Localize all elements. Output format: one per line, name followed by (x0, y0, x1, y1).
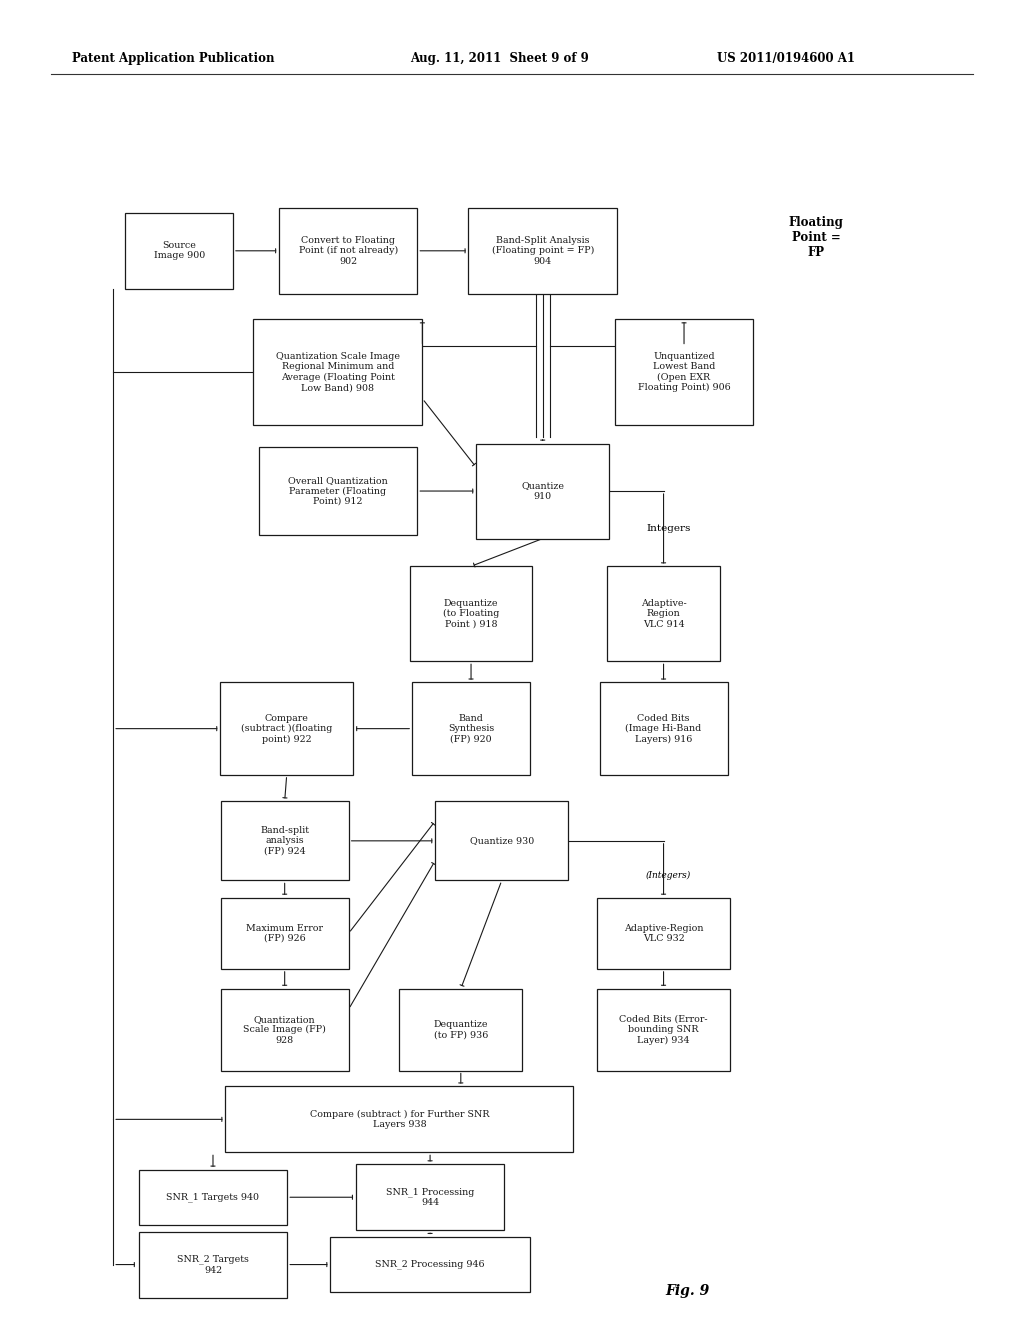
Bar (597, 898, 730, 969)
Text: Quantize
910: Quantize 910 (521, 482, 564, 500)
Text: Quantization Scale Image
Regional Minimum and
Average (Floating Point
Low Band) : Quantization Scale Image Regional Minimu… (275, 352, 400, 392)
Bar (221, 898, 348, 969)
Text: Overall Quantization
Parameter (Floating
Point) 912: Overall Quantization Parameter (Floating… (288, 477, 388, 506)
Bar (221, 989, 348, 1071)
Text: Integers: Integers (646, 524, 691, 533)
Text: Source
Image 900: Source Image 900 (154, 242, 205, 260)
Text: SNR_2 Targets
942: SNR_2 Targets 942 (177, 1254, 249, 1275)
Text: SNR_1 Targets 940: SNR_1 Targets 940 (167, 1192, 259, 1203)
Text: Fig. 9: Fig. 9 (666, 1284, 710, 1298)
Text: SNR_2 Processing 946: SNR_2 Processing 946 (375, 1259, 485, 1270)
Bar (412, 682, 530, 775)
Bar (221, 801, 348, 880)
Bar (399, 989, 522, 1071)
Text: Coded Bits (Error-
bounding SNR
Layer) 934: Coded Bits (Error- bounding SNR Layer) 9… (620, 1015, 708, 1044)
Bar (607, 566, 720, 661)
Text: Patent Application Publication: Patent Application Publication (72, 51, 274, 65)
Text: Compare (subtract ) for Further SNR
Layers 938: Compare (subtract ) for Further SNR Laye… (309, 1110, 489, 1129)
Bar (220, 682, 353, 775)
Bar (139, 1170, 287, 1225)
Bar (614, 319, 754, 425)
Bar (330, 1237, 530, 1292)
Text: Adaptive-
Region
VLC 914: Adaptive- Region VLC 914 (641, 599, 686, 628)
Bar (600, 682, 727, 775)
Bar (125, 213, 232, 289)
Text: Dequantize
(to FP) 936: Dequantize (to FP) 936 (433, 1020, 488, 1039)
Text: Quantization
Scale Image (FP)
928: Quantization Scale Image (FP) 928 (244, 1015, 326, 1044)
Text: Band-Split Analysis
(Floating point = FP)
904: Band-Split Analysis (Floating point = FP… (492, 236, 594, 265)
Bar (258, 447, 418, 535)
Text: Band
Synthesis
(FP) 920: Band Synthesis (FP) 920 (447, 714, 495, 743)
Text: Aug. 11, 2011  Sheet 9 of 9: Aug. 11, 2011 Sheet 9 of 9 (410, 51, 589, 65)
Text: Adaptive-Region
VLC 932: Adaptive-Region VLC 932 (624, 924, 703, 942)
Text: Dequantize
(to Floating
Point ) 918: Dequantize (to Floating Point ) 918 (442, 599, 500, 628)
Bar (279, 207, 418, 293)
Bar (410, 566, 532, 661)
Bar (225, 1086, 573, 1152)
Bar (469, 207, 616, 293)
Bar (597, 989, 730, 1071)
Bar (476, 444, 609, 539)
Text: Unquantized
Lowest Band
(Open EXR
Floating Point) 906: Unquantized Lowest Band (Open EXR Floati… (638, 352, 730, 392)
Bar (356, 1164, 504, 1230)
Text: Convert to Floating
Point (if not already)
902: Convert to Floating Point (if not alread… (299, 236, 397, 265)
Bar (435, 801, 568, 880)
Text: Maximum Error
(FP) 926: Maximum Error (FP) 926 (246, 924, 324, 942)
Text: Quantize 930: Quantize 930 (470, 837, 534, 845)
Text: US 2011/0194600 A1: US 2011/0194600 A1 (717, 51, 855, 65)
Text: Compare
(subtract )(floating
point) 922: Compare (subtract )(floating point) 922 (241, 714, 333, 743)
Bar (254, 319, 422, 425)
Bar (139, 1232, 287, 1298)
Text: Band-split
analysis
(FP) 924: Band-split analysis (FP) 924 (260, 826, 309, 855)
Text: SNR_1 Processing
944: SNR_1 Processing 944 (386, 1187, 474, 1208)
Text: Floating
Point =
FP: Floating Point = FP (788, 216, 844, 259)
Text: Coded Bits
(Image Hi-Band
Layers) 916: Coded Bits (Image Hi-Band Layers) 916 (626, 714, 701, 743)
Text: (Integers): (Integers) (646, 871, 691, 880)
